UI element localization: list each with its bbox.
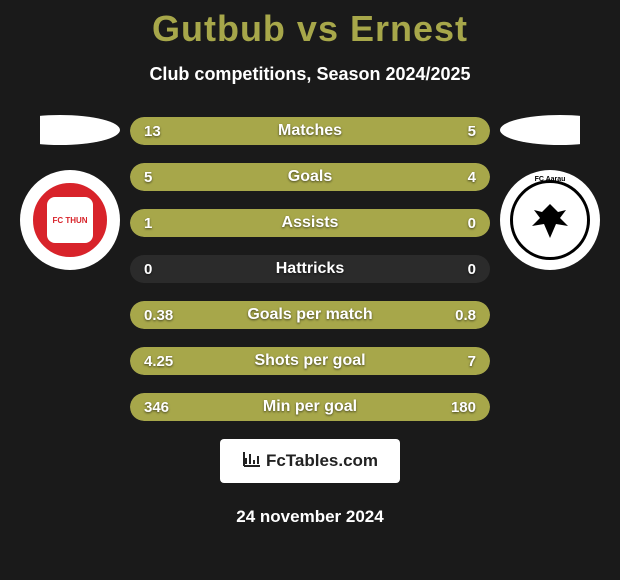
stat-label: Assists bbox=[130, 214, 490, 232]
comparison-panel: FC THUN FC Aarau 135Matches 54Goals 10Assi… bbox=[0, 115, 620, 421]
crest-text: FC THUN bbox=[52, 216, 87, 225]
stat-row: 135Matches bbox=[130, 117, 490, 145]
subtitle: Club competitions, Season 2024/2025 bbox=[0, 64, 620, 85]
team-badge-right: FC Aarau bbox=[500, 170, 600, 270]
crest-inner: FC THUN bbox=[47, 197, 93, 243]
stat-label: Hattricks bbox=[130, 260, 490, 278]
logo-text: FcTables.com bbox=[266, 451, 378, 471]
stats-bars: 135Matches 54Goals 10Assists 00Hattricks 0.3… bbox=[130, 115, 490, 421]
fc-thun-crest: FC THUN bbox=[30, 180, 110, 260]
stat-row: 00Hattricks bbox=[130, 255, 490, 283]
eagle-icon bbox=[525, 195, 575, 245]
stat-label: Shots per goal bbox=[130, 352, 490, 370]
stat-label: Matches bbox=[130, 122, 490, 140]
team-badge-left: FC THUN bbox=[20, 170, 120, 270]
chart-icon bbox=[242, 450, 262, 473]
stat-row: 0.380.8Goals per match bbox=[130, 301, 490, 329]
stat-label: Min per goal bbox=[130, 398, 490, 416]
page-title: Gutbub vs Ernest bbox=[0, 0, 620, 50]
stat-row: 10Assists bbox=[130, 209, 490, 237]
date-label: 24 november 2024 bbox=[0, 507, 620, 527]
stat-label: Goals per match bbox=[130, 306, 490, 324]
stat-label: Goals bbox=[130, 168, 490, 186]
stat-row: 54Goals bbox=[130, 163, 490, 191]
fc-aarau-crest: FC Aarau bbox=[510, 180, 590, 260]
stat-row: 4.257Shots per goal bbox=[130, 347, 490, 375]
stat-row: 346180Min per goal bbox=[130, 393, 490, 421]
fctables-logo: FcTables.com bbox=[220, 439, 400, 483]
crest-text-right: FC Aarau bbox=[535, 176, 566, 183]
